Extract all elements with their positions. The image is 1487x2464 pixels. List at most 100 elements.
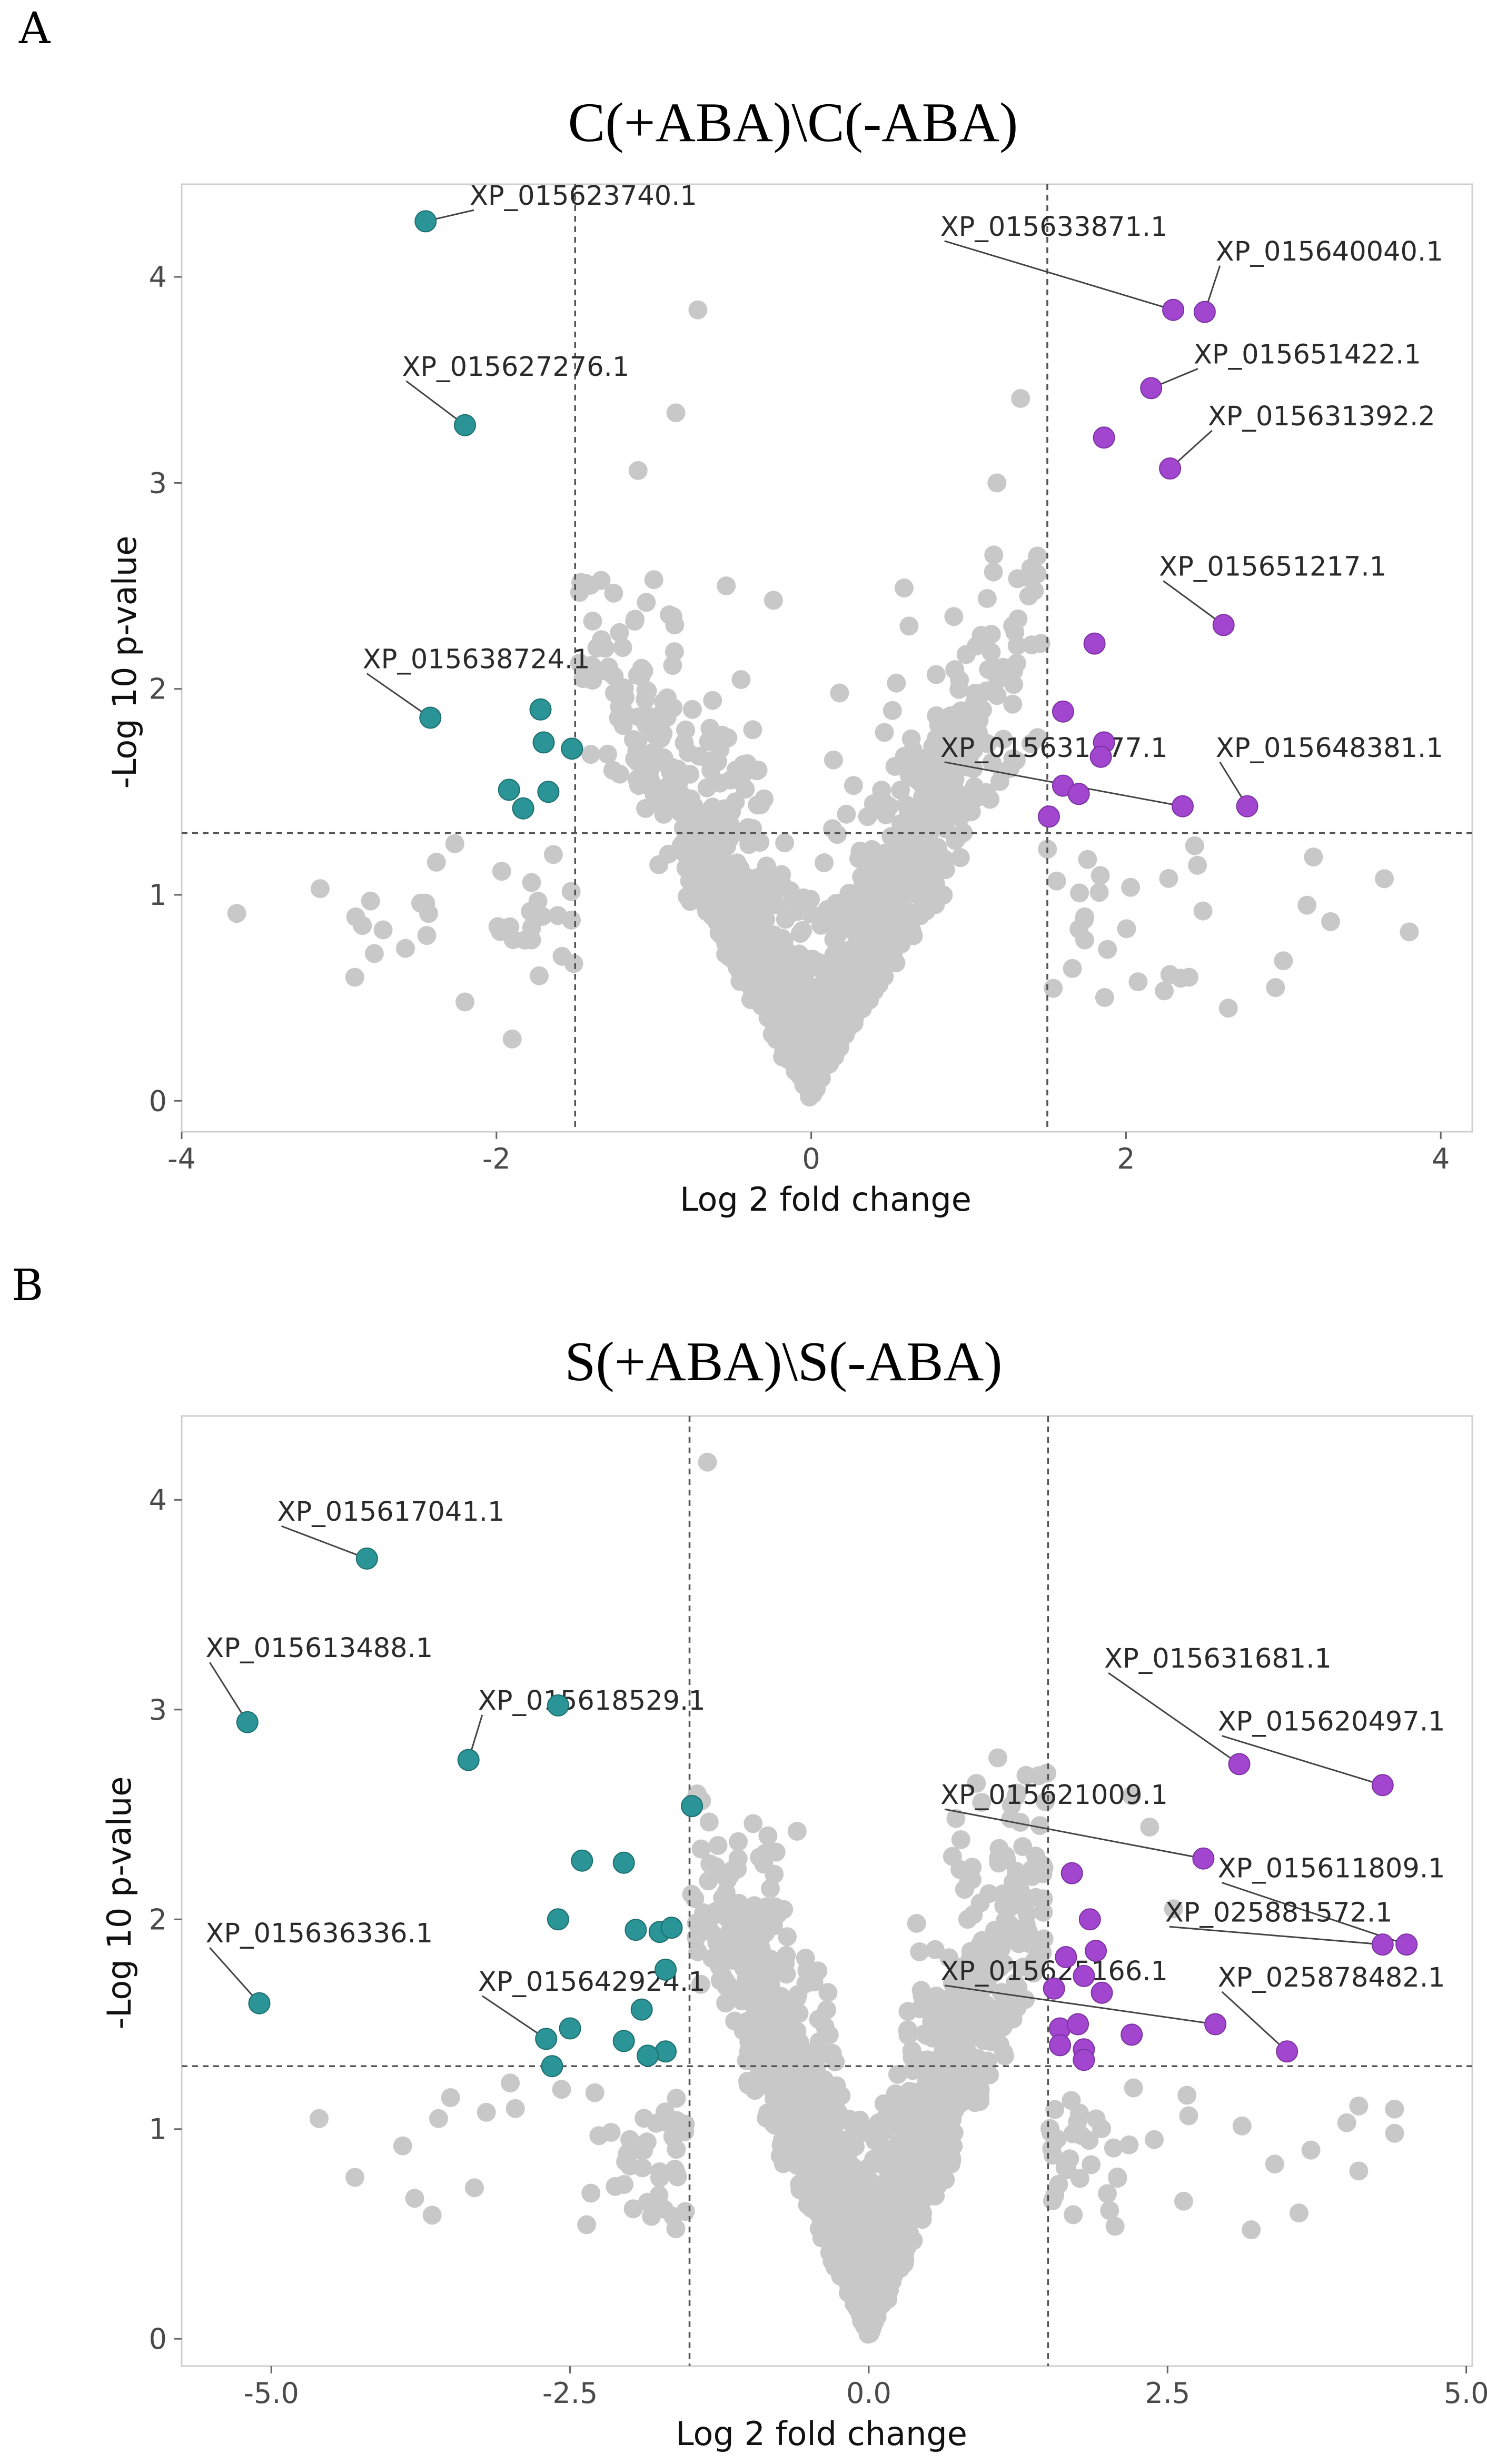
ns-point	[628, 665, 647, 685]
ns-point	[818, 1983, 838, 2002]
ns-point	[1349, 2161, 1369, 2181]
ns-point	[768, 2051, 787, 2070]
ns-point	[852, 969, 872, 989]
gene-annotation-label: XP_025881572.1	[1165, 1897, 1393, 1928]
panel-letter-b: B	[12, 1261, 43, 1311]
ns-point	[964, 740, 984, 759]
ns-point	[990, 2000, 1009, 2019]
ns-point	[1179, 967, 1198, 987]
ns-point	[1043, 2191, 1062, 2210]
ns-point	[629, 707, 648, 726]
ns-point	[775, 1034, 795, 1054]
ns-point	[846, 2137, 865, 2156]
ns-point	[417, 926, 437, 945]
up-regulated-point	[1395, 1933, 1418, 1956]
ns-point	[945, 2084, 964, 2103]
ns-point	[1007, 1783, 1027, 1803]
ns-point	[1082, 2155, 1101, 2174]
annotation-leader-line	[281, 1525, 368, 1560]
gene-annotation-label: XP_015640040.1	[1216, 236, 1443, 267]
ns-point	[873, 960, 892, 979]
annotation-leader-line	[944, 1808, 1204, 1860]
down-regulated-point	[529, 698, 552, 721]
ns-point	[1265, 2154, 1284, 2174]
ns-point	[778, 1927, 797, 1947]
ns-point	[655, 2112, 675, 2131]
ns-point	[521, 902, 540, 921]
ns-point	[909, 861, 929, 881]
ns-point	[733, 2021, 753, 2040]
ns-point	[900, 2179, 920, 2199]
ns-point	[743, 720, 762, 740]
ns-point	[823, 819, 842, 839]
ns-point	[583, 612, 602, 631]
y-tick-label: 0	[149, 2322, 167, 2356]
ns-point	[809, 2010, 828, 2029]
ns-point	[1321, 912, 1340, 931]
ns-point	[610, 623, 629, 642]
ns-point	[616, 2152, 636, 2171]
ns-point	[902, 2041, 921, 2060]
down-regulated-point	[512, 797, 534, 820]
ns-point	[751, 908, 771, 927]
ns-point	[962, 1870, 982, 1889]
ns-point	[1062, 2091, 1081, 2110]
ns-point	[994, 730, 1013, 749]
ns-point	[810, 1053, 830, 1072]
annotation-leader-line	[1108, 1672, 1240, 1765]
ns-point	[1034, 1929, 1054, 1949]
ns-point	[455, 992, 474, 1012]
ns-point	[427, 853, 446, 872]
ns-point	[1159, 869, 1178, 888]
ns-point	[895, 578, 914, 597]
ns-point	[907, 820, 927, 839]
ns-point	[1075, 910, 1094, 930]
ns-point	[1042, 2139, 1062, 2158]
gene-annotation-label: XP_015621009.1	[940, 1780, 1168, 1811]
annotation-leader-line	[1163, 580, 1224, 626]
down-regulated-point	[535, 2028, 558, 2050]
up-regulated-point	[1089, 745, 1112, 768]
ns-point	[644, 570, 663, 590]
ns-point	[1177, 2086, 1197, 2105]
ns-point	[696, 816, 715, 835]
up-regulated-point	[1236, 795, 1258, 817]
ns-point	[1075, 930, 1094, 950]
ns-point	[750, 1911, 769, 1930]
gene-annotation-label: XP_015613488.1	[205, 1633, 433, 1664]
ns-point	[883, 701, 902, 720]
ns-point	[1188, 855, 1207, 875]
ns-point	[825, 2257, 845, 2277]
down-regulated-point	[236, 1711, 259, 1733]
ns-point	[875, 723, 894, 742]
annotation-leader-line	[405, 380, 465, 426]
y-tick-label: 2	[149, 1903, 167, 1936]
ns-point	[663, 656, 682, 675]
ns-point	[996, 1846, 1015, 1866]
ns-point	[522, 873, 541, 892]
ns-point	[854, 2296, 874, 2315]
ns-point	[699, 1812, 719, 1832]
down-regulated-point	[355, 1547, 378, 1570]
ns-point	[1003, 694, 1023, 714]
ns-point	[762, 1991, 782, 2010]
ns-point	[822, 2173, 841, 2193]
ns-point	[373, 920, 393, 940]
ns-point	[844, 776, 863, 795]
down-regulated-point	[559, 2017, 581, 2040]
down-regulated-point	[630, 1998, 653, 2021]
ns-point	[1185, 836, 1204, 855]
up-regulated-point	[1049, 2034, 1071, 2057]
ns-point	[728, 1859, 747, 1879]
ns-point	[422, 2206, 442, 2225]
ns-point	[718, 903, 737, 922]
ns-point	[657, 707, 677, 727]
ns-point	[837, 948, 857, 967]
ns-point	[758, 1826, 778, 1845]
ns-point	[1036, 1792, 1055, 1811]
x-tick-label: 2	[1117, 1142, 1135, 1175]
panel-b-x-axis-label: Log 2 fold change	[676, 2415, 967, 2453]
ns-point	[638, 2192, 657, 2212]
ns-point	[678, 809, 698, 828]
down-regulated-point	[561, 737, 583, 760]
